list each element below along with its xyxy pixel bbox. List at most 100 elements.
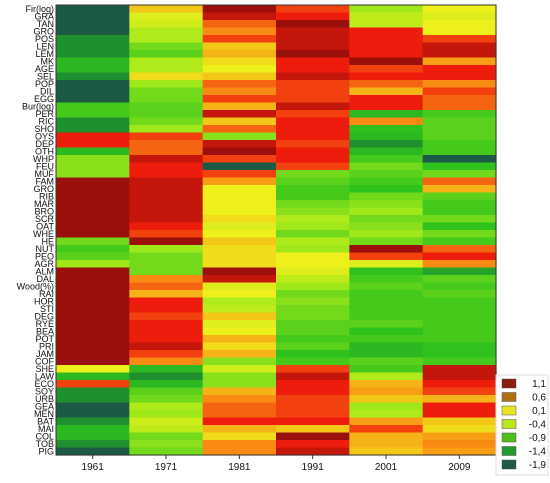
heatmap-cell [349,125,424,134]
heatmap-cell [349,155,424,164]
heatmap-cell [56,380,130,389]
heatmap-cell [276,42,350,51]
heatmap-cell [129,305,204,314]
heatmap-cell [129,192,204,201]
heatmap-cell [422,282,497,291]
heatmap-cell [422,410,497,419]
heatmap-cell [129,65,204,74]
heatmap-cell [202,357,277,366]
heatmap-cell [202,380,277,389]
heatmap-cell [56,342,130,351]
legend-swatch [501,378,517,389]
heatmap-cell [422,260,497,269]
heatmap-cell [56,252,130,261]
heatmap-cell [422,50,497,59]
heatmap-cell [349,410,424,419]
heatmap-cell [422,297,497,306]
heatmap-cell [422,185,497,194]
legend-label: 0,6 [532,393,546,404]
row-label: BAT [37,416,54,426]
heatmap-cell [276,215,350,224]
row-label: EGG [34,94,54,104]
heatmap-cell [56,72,130,81]
row-label: SCR [35,214,55,224]
heatmap-cell [422,447,497,456]
heatmap-cell [349,237,424,246]
row-label: PIG [38,446,54,456]
heatmap-cell [56,327,130,336]
heatmap-cell [422,57,497,66]
heatmap-cell [129,57,204,66]
heatmap-cell [276,252,350,261]
heatmap-cell [276,132,350,141]
heatmap-cell [56,312,130,321]
heatmap-cell [202,12,277,21]
heatmap-cell [422,417,497,426]
heatmap-cell [349,252,424,261]
heatmap-cell [202,350,277,359]
row-label: MAR [34,199,55,209]
heatmap-cell [56,215,130,224]
heatmap-cell [276,372,350,381]
heatmap-cell [349,312,424,321]
heatmap-cell [129,132,204,141]
heatmap-cell [129,102,204,111]
row-label: SOY [35,386,54,396]
heatmap-cell [276,192,350,201]
legend-label: 1,1 [532,379,546,390]
heatmap-cell [349,132,424,141]
heatmap-cell [56,425,130,434]
heatmap-cell [129,380,204,389]
heatmap-cell [202,260,277,269]
heatmap-cell [129,447,204,456]
heatmap-cell [129,20,204,29]
heatmap-cell [129,425,204,434]
heatmap-cell [276,237,350,246]
heatmap-cell [202,80,277,89]
row-label: AGE [35,64,54,74]
heatmap-cell [202,185,277,194]
heatmap-cell [276,305,350,314]
heatmap-cell [349,72,424,81]
heatmap-cell [129,207,204,216]
heatmap-cell [422,72,497,81]
heatmap-cell [349,12,424,21]
heatmap-cell [56,132,130,141]
heatmap-cell [129,185,204,194]
heatmap-cell [276,275,350,284]
heatmap-cell [202,335,277,344]
heatmap-cell [422,207,497,216]
heatmap-cell [56,42,130,51]
heatmap-cell [202,155,277,164]
row-label: MEN [34,409,54,419]
heatmap-cell [129,335,204,344]
heatmap-cell [56,267,130,276]
heatmap-cell [422,395,497,404]
heatmap-cell [202,177,277,186]
heatmap-cell [349,320,424,329]
heatmap-cell [276,200,350,209]
heatmap-cell [422,215,497,224]
heatmap-cell [422,42,497,51]
heatmap-cell [129,275,204,284]
heatmap-cell [129,357,204,366]
heatmap-cell [422,320,497,329]
heatmap-cell [349,297,424,306]
x-tick-label: 1991 [302,462,325,473]
heatmap-cell [422,432,497,441]
row-label: GEA [35,401,54,411]
row-label: GRA [34,11,54,21]
heatmap-cell [129,365,204,374]
heatmap-cell [202,207,277,216]
heatmap-cell [276,95,350,104]
row-label: BRO [34,206,54,216]
heatmap-cell [276,402,350,411]
heatmap-cell [129,297,204,306]
heatmap-cell [276,335,350,344]
heatmap-cell [349,27,424,36]
heatmap-cell [276,432,350,441]
heatmap-cell [202,395,277,404]
heatmap-cell [276,147,350,156]
legend-swatch [501,432,517,443]
heatmap-cell [202,35,277,44]
